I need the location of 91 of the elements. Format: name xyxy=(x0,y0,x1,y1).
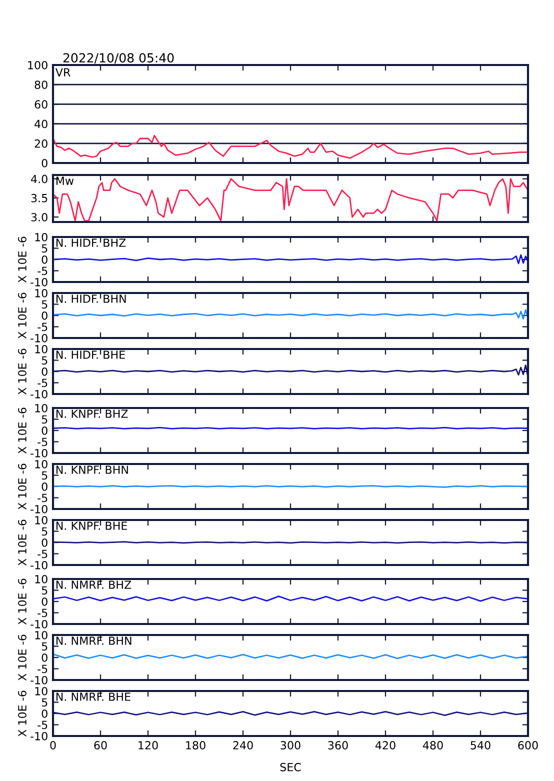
y-tick-label: 0 xyxy=(42,709,48,718)
y-axis-title: X 10E -6 xyxy=(18,348,26,395)
y-tick-label: -5 xyxy=(38,322,48,332)
y-tick-label: 5 xyxy=(42,300,48,309)
y-tick-label: 0 xyxy=(42,367,48,376)
series-label: N. HIDF. BHZ xyxy=(56,238,126,247)
x-tick-label: 300 xyxy=(280,741,300,750)
y-tick-label: -10 xyxy=(30,676,48,684)
y-axis-title: X 10E -6 xyxy=(18,634,26,681)
y-tick-label: -10 xyxy=(30,560,48,570)
y-tick-label: 0 xyxy=(42,255,48,264)
line-series xyxy=(53,364,528,378)
y-tick-label: -5 xyxy=(38,266,48,276)
series-label: N. NMRF. BHZ xyxy=(56,580,132,589)
y-tick-label: 10 xyxy=(35,574,48,584)
y-tick-label: -10 xyxy=(30,504,48,514)
x-tick-label: 120 xyxy=(138,741,158,750)
y-tick-label: 10 xyxy=(35,344,48,354)
y-tick-label: 5 xyxy=(42,415,48,424)
y-tick-label: 10 xyxy=(35,232,48,242)
y-tick-label: -5 xyxy=(38,378,48,388)
y-tick-label: 0 xyxy=(42,597,48,606)
y-tick-label: 0 xyxy=(42,538,48,547)
series-label: N. KNPF. BHN xyxy=(56,466,128,474)
y-tick-label: 3.5 xyxy=(31,194,48,202)
y-tick-label: 10 xyxy=(35,404,48,412)
y-tick-label: 40 xyxy=(34,120,48,128)
y-tick-label: 0 xyxy=(42,482,48,491)
y-tick-label: 10 xyxy=(35,630,48,640)
x-tick-label: 480 xyxy=(422,741,443,750)
y-axis-title: X 10E -6 xyxy=(18,292,26,339)
y-tick-label: -10 xyxy=(30,732,48,740)
y-tick-label: 0 xyxy=(42,158,48,168)
y-tick-label: 10 xyxy=(35,460,48,468)
y-tick-label: 5 xyxy=(42,356,48,365)
x-tick-label: 60 xyxy=(94,741,107,750)
y-axis-title: X 10E -6 xyxy=(18,520,26,566)
y-tick-label: 10 xyxy=(35,686,48,696)
y-tick-label: -10 xyxy=(30,278,48,286)
series-label: N. HIDF. BHN xyxy=(56,294,126,303)
line-series xyxy=(53,134,528,159)
y-axis-title: X 10E -6 xyxy=(18,236,26,283)
x-tick-label: 600 xyxy=(518,741,538,750)
y-tick-label: -5 xyxy=(38,494,48,502)
x-tick-label: 360 xyxy=(328,741,348,750)
series-label: N. NMRF. BHE xyxy=(56,692,130,701)
x-tick-label: 240 xyxy=(233,741,253,750)
y-tick-label: -10 xyxy=(30,390,48,398)
line-series xyxy=(53,254,528,264)
y-tick-label: 0 xyxy=(42,653,48,662)
text: VR xyxy=(55,68,70,76)
y-tick-label: 0 xyxy=(42,426,48,435)
y-tick-label: 10 xyxy=(35,516,48,524)
x-tick-label: 540 xyxy=(470,741,490,750)
y-axis-title: X 10E -6 xyxy=(18,464,26,510)
y-tick-label: 80 xyxy=(34,80,48,89)
y-tick-label: -5 xyxy=(38,664,48,674)
y-tick-label: -10 xyxy=(30,620,48,628)
y-tick-label: 5 xyxy=(42,698,48,707)
y-tick-label: -5 xyxy=(38,720,48,730)
y-tick-label: -10 xyxy=(30,334,48,342)
series-label: N. KNPF. BHZ xyxy=(56,410,128,418)
x-tick-label: 420 xyxy=(375,741,396,750)
y-tick-label: -5 xyxy=(38,608,48,618)
y-axis-title: X 10E -6 xyxy=(18,578,26,625)
y-tick-label: 5 xyxy=(42,586,48,595)
y-tick-label: 100 xyxy=(28,60,48,70)
y-tick-label: -5 xyxy=(38,438,48,446)
series-label: N. HIDF. BHE xyxy=(56,350,125,359)
series-label: Mw xyxy=(56,176,74,185)
y-axis-title: X 10E -6 xyxy=(18,408,26,454)
y-tick-label: 10 xyxy=(35,288,48,298)
y-tick-label: -10 xyxy=(30,448,48,458)
y-tick-label: 5 xyxy=(42,527,48,536)
y-axis-title: X 10E -6 xyxy=(18,690,26,737)
series-label: N. NMRF. BHN xyxy=(56,636,132,645)
x-axis-title: SEC xyxy=(280,762,301,772)
y-tick-label: 5 xyxy=(42,471,48,480)
x-tick-label: 180 xyxy=(186,741,206,750)
y-tick-label: 3.0 xyxy=(31,213,48,222)
y-tick-label: 5 xyxy=(42,642,48,651)
y-tick-label: 60 xyxy=(34,100,48,109)
y-tick-label: -5 xyxy=(38,550,48,558)
y-tick-label: 0 xyxy=(42,311,48,320)
y-tick-label: 4.0 xyxy=(31,174,48,184)
y-tick-label: 20 xyxy=(34,139,48,148)
x-tick-label: 0 xyxy=(50,741,56,750)
line-series xyxy=(53,309,528,320)
chart-title: 2022/10/08 05:40 xyxy=(63,53,174,64)
series-label: N. KNPF. BHE xyxy=(56,522,127,530)
y-tick-label: 5 xyxy=(42,244,48,253)
